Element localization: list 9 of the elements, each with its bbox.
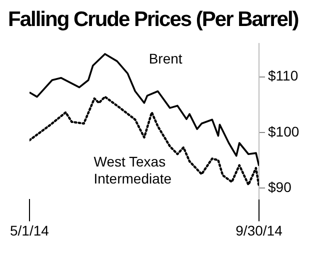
x-tick-label: 5/1/14 — [10, 222, 50, 238]
chart-title: Falling Crude Prices (Per Barrel) — [8, 8, 300, 32]
series-label: Brent — [148, 50, 182, 67]
line-series — [29, 96, 259, 188]
x-tick-label: 9/30/14 — [236, 222, 283, 238]
y-tick-label: $90 — [268, 178, 292, 195]
y-tick-label: $100 — [268, 123, 300, 140]
series-label: West Texas Intermediate — [94, 153, 172, 186]
y-tick-label: $110 — [268, 68, 298, 84]
